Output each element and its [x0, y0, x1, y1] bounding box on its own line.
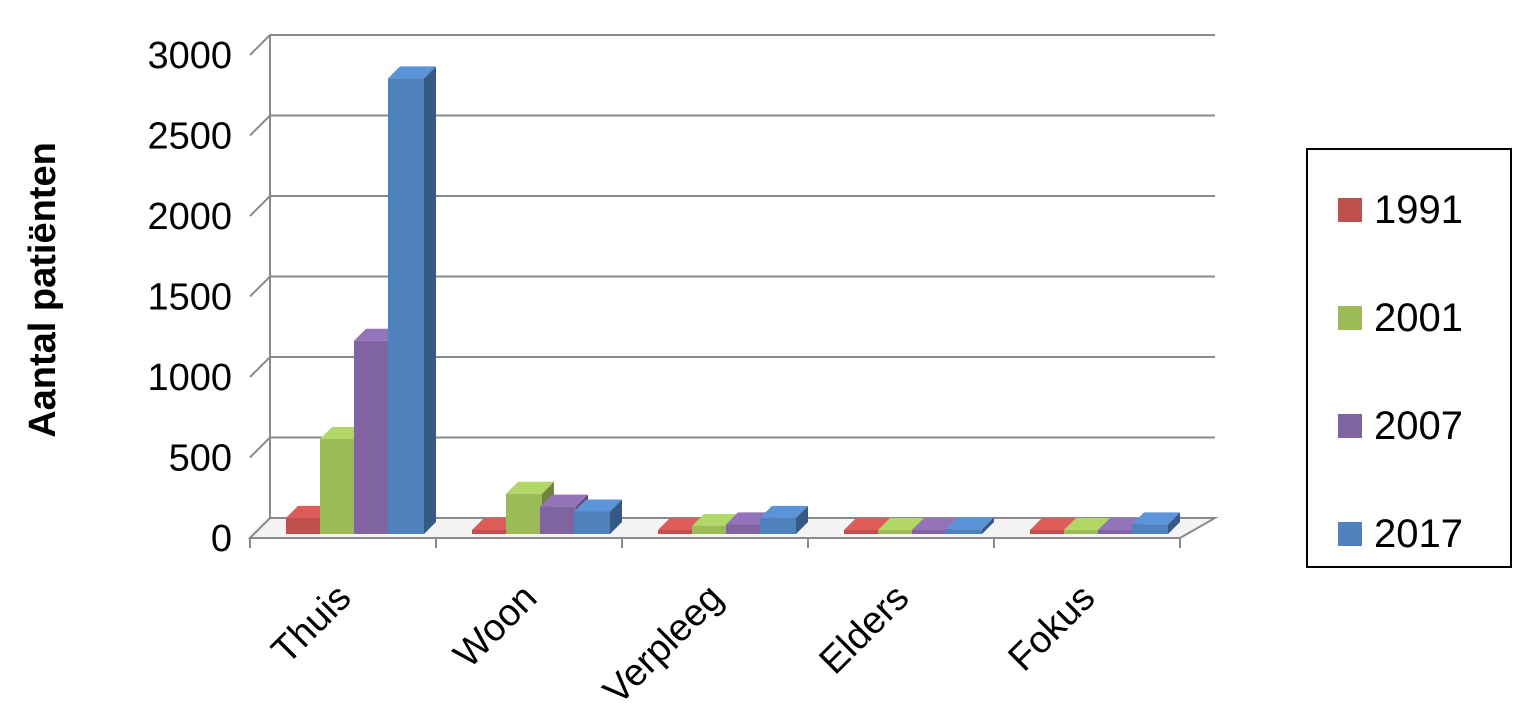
bar-front — [692, 525, 728, 534]
legend-item: 1991 — [1338, 188, 1463, 232]
bar-front — [354, 340, 390, 534]
bar-front — [320, 439, 356, 534]
bar-front — [658, 530, 694, 534]
legend-item: 2001 — [1338, 296, 1463, 340]
bar-front — [1030, 530, 1066, 534]
y-tick-label: 2500 — [147, 116, 232, 158]
y-tick-label: 0 — [211, 518, 232, 560]
bar-front — [1132, 524, 1168, 534]
bar-front — [286, 517, 322, 534]
legend-swatch — [1338, 306, 1362, 330]
bar — [946, 517, 994, 534]
bar-front — [726, 524, 762, 534]
bar-front — [844, 530, 880, 534]
bar-top — [844, 518, 892, 530]
bar — [760, 505, 808, 534]
bar-top — [388, 66, 436, 79]
legend-item: 2017 — [1338, 512, 1463, 556]
x-category-label: Fokus — [1000, 577, 1103, 680]
bar-front — [472, 530, 508, 534]
bar-front — [1098, 530, 1134, 534]
bar-top — [540, 494, 588, 507]
bar-side — [796, 505, 808, 534]
bar-top — [1064, 518, 1112, 530]
bar-front — [574, 511, 610, 534]
legend-label: 2017 — [1374, 511, 1463, 556]
bar-top — [1132, 512, 1180, 525]
bar-front — [540, 506, 576, 534]
legend-label: 2001 — [1374, 295, 1463, 340]
y-tick-label: 3000 — [147, 35, 232, 77]
bar-side — [982, 517, 994, 534]
legend-label: 2007 — [1374, 403, 1463, 448]
y-tick-label: 1500 — [147, 277, 232, 319]
bar-side — [1168, 512, 1180, 534]
y-axis-label: Aantal patiënten — [22, 142, 64, 438]
bar-side — [424, 66, 436, 535]
x-category-label: Verpleeg — [596, 577, 732, 713]
bar-top — [946, 517, 994, 530]
legend-label: 1991 — [1374, 187, 1463, 232]
legend-swatch — [1338, 414, 1362, 438]
legend-swatch — [1338, 198, 1362, 222]
bar — [574, 499, 622, 534]
bar-front — [878, 530, 914, 534]
legend-swatch — [1338, 522, 1362, 546]
bar-side — [610, 499, 622, 534]
bar-front — [388, 78, 424, 535]
x-category-label: Woon — [446, 577, 545, 676]
legend: 1991 2001 2007 2017 — [1306, 148, 1512, 568]
gridline — [249, 34, 1215, 56]
bar-front — [1064, 530, 1100, 534]
bar — [388, 66, 436, 535]
legend-item: 2007 — [1338, 404, 1463, 448]
bar-front — [912, 530, 948, 534]
x-category-label: Elders — [811, 577, 917, 683]
x-category-label: Thuis — [264, 577, 359, 672]
bar-top — [506, 481, 554, 494]
bar-top — [760, 505, 808, 518]
bar-front — [946, 529, 982, 534]
bar — [1132, 512, 1180, 534]
bar-top — [1030, 518, 1078, 530]
bar-top — [912, 518, 960, 530]
bar-top — [574, 499, 622, 512]
bar-front — [506, 493, 542, 534]
bar-top — [878, 518, 926, 530]
y-tick-label: 500 — [169, 438, 232, 480]
y-tick-label: 1000 — [147, 357, 232, 399]
y-tick-label: 2000 — [147, 196, 232, 238]
bar-front — [760, 517, 796, 534]
